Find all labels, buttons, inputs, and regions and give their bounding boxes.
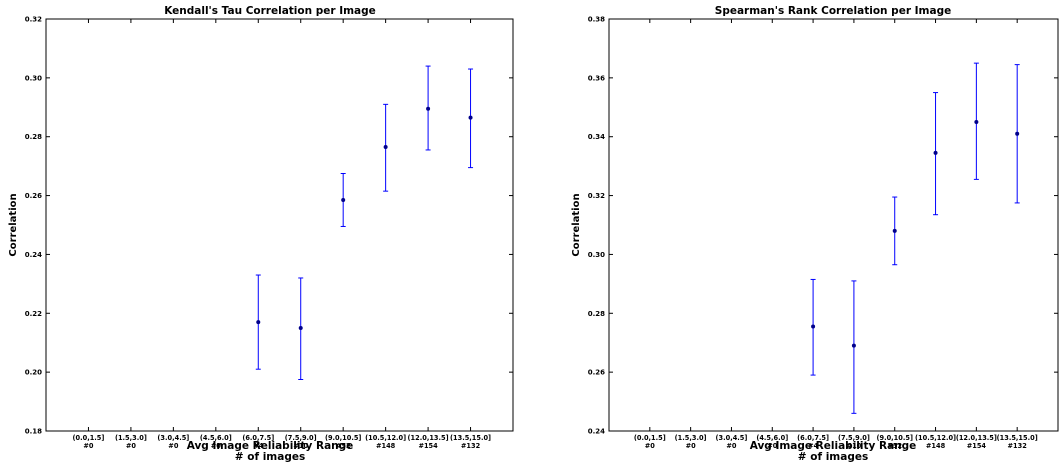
data-point — [383, 145, 388, 150]
data-point — [933, 150, 938, 155]
chart-title: Kendall's Tau Correlation per Image — [164, 5, 376, 17]
x-tick-label: (9.0,10.5] — [876, 434, 912, 442]
data-marks — [255, 65, 474, 380]
x-tick-count-label: #0 — [126, 442, 137, 450]
x-tick-count-label: #0 — [645, 442, 656, 450]
x-tick-label: (9.0,10.5] — [325, 434, 361, 442]
x-tick-count-label: #0 — [211, 442, 222, 450]
y-tick-labels: 0.24 0.26 0.28 0.30 0.32 0.34 0.36 0.38 — [588, 16, 1058, 436]
x-tick-label: (12.0,13.5] — [408, 434, 449, 442]
x-tick-count-label: #10 — [293, 442, 308, 450]
x-tick-label: (4.5,6.0] — [200, 434, 232, 442]
spearman-chart: Spearman's Rank Correlation per Image 0.… — [571, 5, 1059, 463]
x-tick-labels: (0.0,1.5]#0(1.5,3.0]#0(3.0,4.5]#0(4.5,6.… — [634, 19, 1038, 450]
x-tick-label: (6.0,7.5] — [242, 434, 274, 442]
y-tick-label: 0.20 — [25, 369, 42, 377]
x-tick-label: (3.0,4.5] — [157, 434, 189, 442]
y-tick-label: 0.28 — [588, 310, 605, 318]
x-axis-sublabel: # of images — [235, 451, 305, 463]
x-tick-label: (10.5,12.0] — [915, 434, 956, 442]
y-tick-label: 0.24 — [588, 428, 605, 436]
data-point — [256, 320, 261, 325]
data-marks — [810, 62, 1020, 414]
x-tick-count-label: #148 — [926, 442, 946, 450]
y-tick-label: 0.32 — [25, 16, 42, 24]
x-tick-count-label: #0 — [686, 442, 697, 450]
x-tick-label: (7.5,9.0] — [838, 434, 870, 442]
x-tick-label: (6.0,7.5] — [797, 434, 829, 442]
x-tick-count-label: #0 — [168, 442, 179, 450]
y-tick-label: 0.26 — [588, 369, 605, 377]
y-tick-label: 0.34 — [588, 133, 605, 141]
data-point — [851, 343, 856, 348]
data-point — [892, 228, 897, 233]
x-axis-label: Avg Image Reliability Range — [750, 440, 917, 452]
x-tick-label: (7.5,9.0] — [285, 434, 317, 442]
y-axis-label: Correlation — [8, 193, 19, 256]
x-tick-count-label: #132 — [1008, 442, 1028, 450]
data-point — [1015, 131, 1020, 136]
data-point — [811, 324, 816, 329]
x-tick-count-label: #154 — [418, 442, 438, 450]
x-tick-count-label: #0 — [767, 442, 778, 450]
plot-frame — [608, 18, 1059, 432]
y-tick-label: 0.36 — [588, 74, 605, 82]
y-tick-label: 0.26 — [25, 192, 42, 200]
y-tick-label: 0.24 — [25, 251, 42, 259]
x-axis-label: Avg Image Reliability Range — [187, 440, 354, 452]
y-tick-label: 0.22 — [25, 310, 42, 318]
x-tick-count-label: #52 — [336, 442, 351, 450]
x-tick-label: (1.5,3.0] — [115, 434, 147, 442]
x-tick-count-label: #0 — [83, 442, 94, 450]
chart-title: Spearman's Rank Correlation per Image — [715, 5, 951, 17]
y-tick-label: 0.30 — [588, 251, 605, 259]
x-tick-label: (13.5,15.0] — [450, 434, 491, 442]
x-tick-label: (0.0,1.5] — [73, 434, 105, 442]
y-tick-label: 0.38 — [588, 16, 605, 24]
x-tick-count-label: #148 — [376, 442, 396, 450]
x-tick-labels: (0.0,1.5]#0(1.5,3.0]#0(3.0,4.5]#0(4.5,6.… — [73, 19, 491, 450]
x-tick-label: (13.5,15.0] — [997, 434, 1038, 442]
x-tick-count-label: #52 — [887, 442, 902, 450]
x-tick-label: (12.0,13.5] — [956, 434, 997, 442]
y-tick-label: 0.30 — [25, 74, 42, 82]
y-tick-label: 0.18 — [25, 428, 42, 436]
x-tick-count-label: #132 — [461, 442, 481, 450]
x-tick-count-label: #4 — [808, 442, 819, 450]
y-tick-label: 0.28 — [25, 133, 42, 141]
x-axis-sublabel: # of images — [798, 451, 868, 463]
x-tick-label: (3.0,4.5] — [716, 434, 748, 442]
y-tick-label: 0.32 — [588, 192, 605, 200]
plot-frame — [45, 18, 514, 432]
x-tick-label: (10.5,12.0] — [365, 434, 406, 442]
x-tick-count-label: #0 — [726, 442, 737, 450]
data-point — [426, 106, 431, 111]
y-tick-labels: 0.18 0.20 0.22 0.24 0.26 0.28 0.30 0.32 — [25, 16, 513, 436]
x-tick-label: (0.0,1.5] — [634, 434, 666, 442]
x-tick-label: (1.5,3.0] — [675, 434, 707, 442]
x-tick-count-label: #4 — [253, 442, 264, 450]
data-point — [341, 197, 346, 202]
x-tick-count-label: #154 — [967, 442, 987, 450]
x-tick-count-label: #10 — [847, 442, 862, 450]
data-point — [298, 326, 303, 330]
data-point — [974, 120, 979, 124]
data-point — [468, 115, 473, 120]
kendall-chart: Kendall's Tau Correlation per Image 0.18… — [8, 5, 514, 463]
y-axis-label: Correlation — [571, 193, 582, 256]
x-tick-label: (4.5,6.0] — [756, 434, 788, 442]
